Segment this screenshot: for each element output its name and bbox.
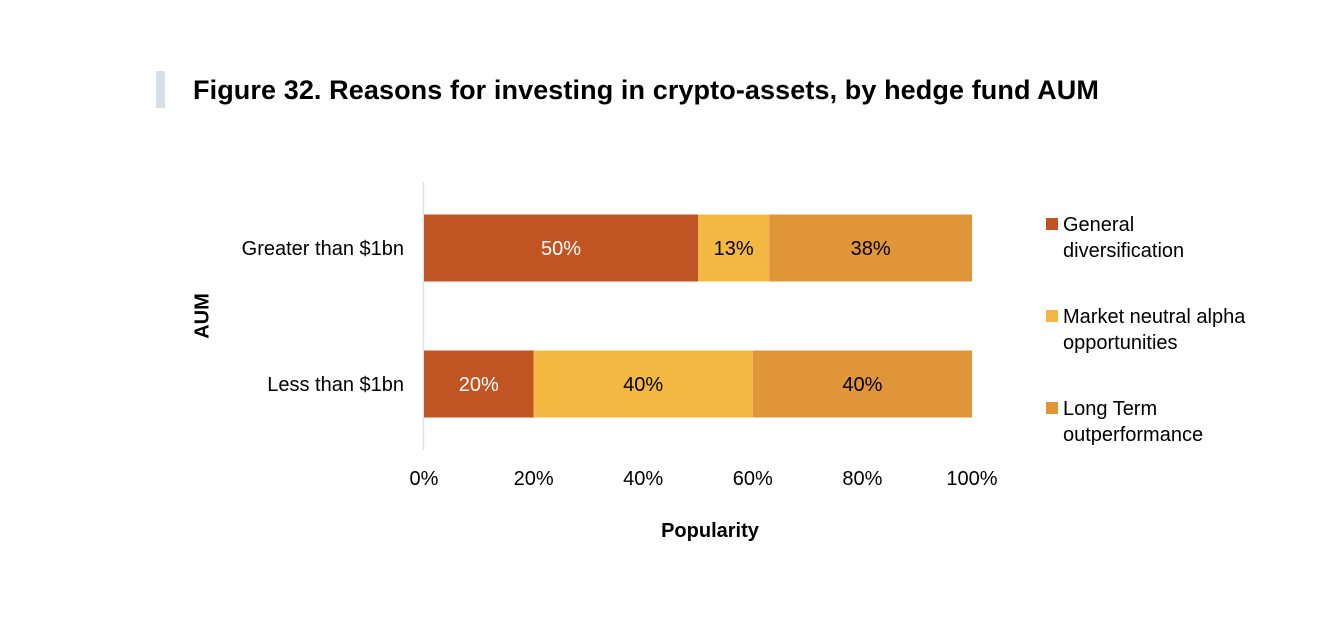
legend-swatch xyxy=(1046,402,1058,414)
title-accent-bar xyxy=(156,71,165,108)
legend-swatch xyxy=(1046,310,1058,322)
legend-label: diversification xyxy=(1063,240,1184,262)
x-tick-label: 60% xyxy=(733,468,773,490)
data-label: 13% xyxy=(714,238,754,260)
legend-label: Long Term xyxy=(1063,398,1157,420)
category-label: Greater than $1bn xyxy=(242,238,404,260)
bar-segment xyxy=(533,350,753,418)
data-label: 40% xyxy=(842,374,882,396)
legend-label: outperformance xyxy=(1063,424,1203,446)
bar-segment xyxy=(424,350,534,418)
bar-segment xyxy=(752,350,972,418)
bar-segment xyxy=(424,214,698,282)
bar-segment xyxy=(769,214,972,282)
data-label: 40% xyxy=(623,374,663,396)
legend-swatch xyxy=(1046,218,1058,230)
legend-label: General xyxy=(1063,214,1134,236)
data-label: 50% xyxy=(541,238,581,260)
category-label: Less than $1bn xyxy=(267,374,404,396)
x-tick-label: 80% xyxy=(842,468,882,490)
x-tick-label: 100% xyxy=(946,468,997,490)
x-tick-label: 20% xyxy=(514,468,554,490)
x-tick-label: 40% xyxy=(623,468,663,490)
x-tick-label: 0% xyxy=(410,468,439,490)
data-label: 20% xyxy=(459,374,499,396)
legend-label: Market neutral alpha xyxy=(1063,306,1246,328)
y-axis-title: AUM xyxy=(191,293,213,339)
figure-title: Figure 32. Reasons for investing in cryp… xyxy=(193,75,1099,105)
data-label: 38% xyxy=(851,238,891,260)
x-axis-title: Popularity xyxy=(661,520,760,542)
bar-segment xyxy=(698,214,770,282)
legend-label: opportunities xyxy=(1063,332,1178,354)
